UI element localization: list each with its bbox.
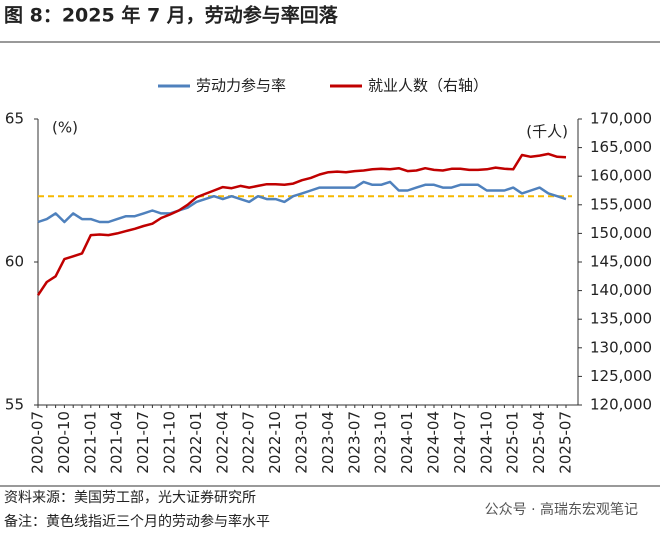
note: 备注：黄色线指近三个月的劳动参与率水平: [4, 513, 270, 530]
y2-tick-label: 135,000: [590, 310, 652, 328]
chart-title: 图 8：2025 年 7 月，劳动参与率回落: [4, 4, 339, 27]
x-tick-label: 2024-10: [477, 411, 495, 474]
x-tick-label: 2022-10: [266, 411, 284, 474]
x-tick-label: 2020-07: [29, 411, 47, 474]
y2-tick-label: 155,000: [590, 195, 652, 213]
y2-tick-label: 140,000: [590, 281, 652, 299]
x-tick-label: 2023-07: [345, 411, 363, 474]
y2-tick-label: 145,000: [590, 253, 652, 271]
x-tick-label: 2022-07: [240, 411, 258, 474]
y-tick-label: 60: [5, 253, 24, 271]
x-tick-label: 2021-01: [81, 411, 99, 474]
x-tick-label: 2021-10: [161, 411, 179, 474]
y2-tick-label: 120,000: [590, 396, 652, 414]
x-tick-label: 2023-04: [319, 411, 337, 474]
series-line: [37, 180, 567, 224]
y-tick-label: 65: [5, 110, 24, 128]
y2-axis-label: (千人): [526, 123, 568, 141]
y2-tick-label: 165,000: [590, 138, 652, 156]
source: 资料来源：美国劳工部，光大证券研究所: [4, 490, 256, 506]
x-tick-label: 2025-01: [504, 411, 522, 474]
y2-tick-label: 170,000: [590, 110, 652, 128]
x-tick-label: 2023-10: [372, 411, 390, 474]
x-tick-label: 2022-04: [213, 411, 231, 474]
x-tick-label: 2024-07: [451, 411, 469, 474]
y-tick-label: 55: [5, 396, 24, 414]
x-tick-label: 2020-10: [55, 411, 73, 474]
x-tick-label: 2021-04: [108, 411, 126, 474]
series-line: [36, 152, 567, 296]
x-tick-label: 2023-01: [293, 411, 311, 474]
x-tick-label: 2025-07: [557, 411, 575, 474]
legend-label: 就业人数（右轴）: [368, 77, 488, 95]
x-tick-label: 2022-01: [187, 411, 205, 474]
x-tick-label: 2024-04: [425, 411, 443, 474]
x-tick-label: 2024-01: [398, 411, 416, 474]
watermark: 公众号 · 高瑞东宏观笔记: [485, 501, 638, 518]
y2-tick-label: 150,000: [590, 224, 652, 242]
y2-tick-label: 160,000: [590, 167, 652, 185]
y2-tick-label: 125,000: [590, 367, 652, 385]
x-tick-label: 2021-07: [134, 411, 152, 474]
y2-tick-label: 130,000: [590, 338, 652, 356]
y-axis-label: (%): [52, 119, 78, 137]
x-tick-label: 2025-04: [530, 411, 548, 474]
legend-label: 劳动力参与率: [196, 77, 286, 95]
